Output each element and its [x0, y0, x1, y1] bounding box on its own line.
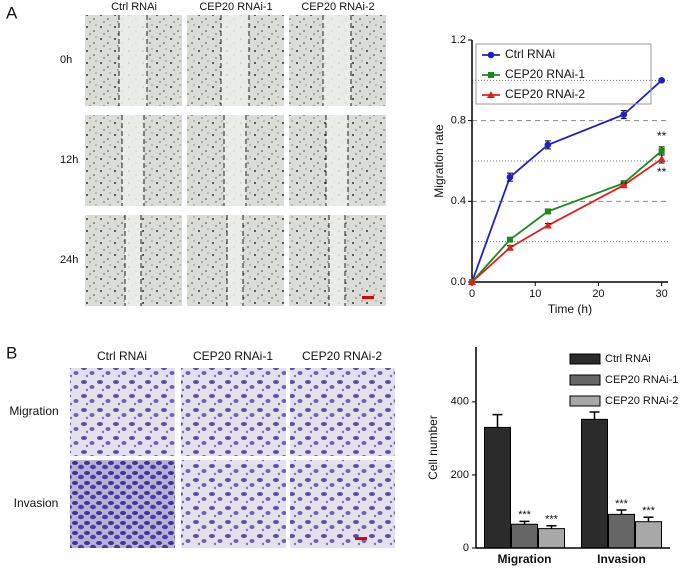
legend-box	[475, 43, 652, 105]
row-label: Migration	[9, 404, 58, 418]
marker	[487, 51, 495, 59]
row-label: Invasion	[14, 496, 59, 510]
micrographs	[70, 15, 395, 548]
micrograph	[70, 460, 175, 548]
x-tick-label: Migration	[498, 552, 552, 566]
annotation: **	[657, 165, 667, 179]
wound-area	[125, 215, 141, 306]
marker	[657, 154, 666, 162]
x-tick-label: 30	[656, 288, 668, 300]
error-bar	[616, 509, 627, 515]
panel-label: B	[6, 343, 17, 362]
y-tick-label: 0.4	[451, 195, 466, 207]
annotation: **	[657, 129, 667, 143]
marker	[620, 111, 628, 118]
row-label: 24h	[60, 254, 78, 266]
bar	[511, 523, 538, 549]
y-axis-label: Migration rate	[432, 124, 446, 198]
legend-label: CEP20 RNAi-2	[505, 87, 585, 101]
y-tick-label: 0.0	[451, 276, 466, 288]
legend-label: CEP20 RNAi-1	[505, 67, 585, 81]
significance: ***	[642, 505, 656, 517]
column-label: CEP20 RNAi-2	[301, 1, 374, 13]
bar	[635, 521, 662, 549]
column-label: CEP20 RNAi-2	[302, 349, 382, 363]
column-label: Ctrl RNAi	[97, 349, 147, 363]
significance: ***	[545, 514, 559, 526]
x-tick-label: 10	[529, 288, 541, 300]
y-tick-label: 400	[451, 396, 469, 408]
micrograph	[70, 368, 175, 456]
row-label: 0h	[60, 54, 72, 66]
micrograph	[181, 368, 286, 456]
marker	[488, 72, 494, 78]
marker	[544, 208, 551, 215]
y-tick-label: 1.2	[451, 34, 466, 46]
series-line	[471, 79, 663, 283]
wound-area	[326, 115, 348, 206]
marker	[468, 278, 476, 285]
marker	[487, 91, 495, 98]
x-axis-label: Time (h)	[548, 302, 592, 316]
error-bar	[492, 413, 503, 428]
marker	[506, 173, 514, 181]
series-line	[471, 158, 663, 283]
column-label: CEP20 RNAi-1	[199, 1, 272, 13]
panel-label: A	[6, 3, 18, 22]
x-tick-label: 20	[592, 288, 604, 300]
legend-swatch	[569, 374, 601, 386]
marker	[544, 141, 552, 149]
y-axis-label: Cell number	[426, 415, 440, 480]
marker	[543, 221, 552, 229]
wound-area	[329, 215, 345, 306]
legend-label: CEP20 RNAi-2	[605, 395, 678, 407]
x-tick-label: Invasion	[597, 552, 646, 566]
bar	[581, 418, 608, 549]
wound-area	[119, 15, 147, 106]
bar	[484, 426, 511, 549]
wound-area	[122, 115, 144, 206]
scale-bar	[362, 296, 374, 299]
row-label: 12h	[60, 154, 78, 166]
bar	[538, 528, 565, 549]
legend-label: Ctrl RNAi	[505, 47, 555, 61]
wound-area	[323, 15, 351, 106]
micrograph	[181, 460, 286, 548]
micrograph	[290, 460, 395, 548]
significance: ***	[518, 509, 532, 521]
error-bar	[643, 516, 654, 522]
scale-bar	[355, 537, 367, 540]
marker	[506, 236, 513, 243]
legend-label: CEP20 RNAi-1	[605, 374, 678, 386]
marker	[505, 243, 514, 251]
legend-swatch	[569, 353, 601, 365]
marker	[658, 147, 665, 154]
column-label: Ctrl RNAi	[111, 1, 157, 13]
legend-swatch	[569, 395, 601, 407]
wound-area	[221, 15, 249, 106]
marker	[619, 181, 628, 189]
x-tick-label: 0	[469, 288, 475, 300]
y-tick-label: 0	[463, 542, 469, 554]
y-tick-label: 200	[451, 469, 469, 481]
legend-label: Ctrl RNAi	[605, 353, 651, 365]
marker	[658, 77, 665, 84]
bar	[608, 513, 635, 549]
y-tick-label: 0.8	[451, 115, 466, 127]
error-bar	[589, 411, 600, 420]
wound-area	[227, 215, 243, 306]
wound-area	[224, 115, 246, 206]
column-label: CEP20 RNAi-1	[193, 349, 273, 363]
micrograph	[290, 368, 395, 456]
significance: ***	[615, 498, 629, 510]
